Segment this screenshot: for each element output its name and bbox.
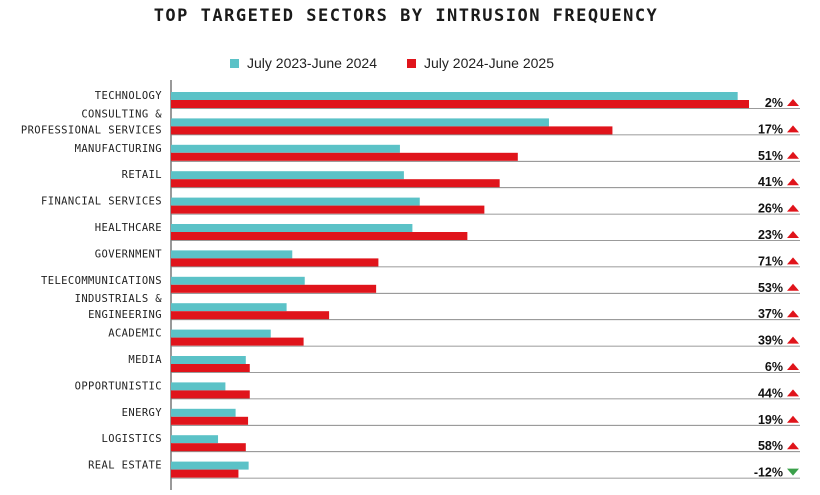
category-label: INDUSTRIALS & ENGINEERING (75, 293, 163, 321)
change-label: 58% (758, 439, 783, 453)
bar-series-1 (171, 329, 271, 338)
arrow-down-icon (787, 468, 799, 476)
change-label: 23% (758, 228, 783, 242)
arrow-up-icon (787, 310, 799, 318)
bar-series-2 (171, 311, 330, 320)
legend-swatch-series-2 (407, 58, 416, 68)
bar-series-1 (171, 356, 246, 364)
change-label: 26% (758, 202, 783, 216)
bar-series-1 (171, 92, 738, 100)
bar-series-1 (171, 461, 249, 470)
bar-series-2 (171, 416, 249, 425)
category-label: REAL ESTATE (88, 460, 162, 472)
bar-series-1 (171, 118, 549, 127)
legend-item-series-2: July 2024-June 2025 (407, 55, 554, 71)
bar-series-2 (171, 364, 250, 372)
bar-series-2 (171, 469, 239, 478)
change-label: 19% (758, 413, 783, 427)
bar-series-2 (171, 100, 749, 108)
change-label: 71% (758, 254, 783, 268)
change-label: 37% (758, 307, 783, 321)
category-label: HEALTHCARE (95, 222, 162, 234)
category-label: CONSULTING & PROFESSIONAL SERVICES (21, 108, 162, 136)
bar-series-2 (171, 390, 250, 399)
bar-series-1 (171, 250, 293, 259)
category-label: TECHNOLOGY (95, 90, 162, 102)
bar-series-2 (171, 284, 377, 293)
bar-series-1 (171, 382, 226, 391)
arrow-up-icon (787, 415, 799, 423)
bar-series-1 (171, 408, 236, 417)
bar-series-2 (171, 232, 468, 240)
change-label: 51% (758, 149, 783, 163)
change-label: 6% (765, 360, 783, 374)
category-label: GOVERNMENT (95, 248, 162, 260)
legend-label-series-2: July 2024-June 2025 (424, 55, 554, 71)
arrow-up-icon (787, 389, 799, 397)
arrow-up-icon (787, 151, 799, 159)
arrow-up-icon (787, 178, 799, 186)
arrow-up-icon (787, 231, 799, 238)
bar-series-2 (171, 337, 304, 346)
legend-label-series-1: July 2023-June 2024 (247, 55, 377, 71)
arrow-up-icon (787, 363, 799, 370)
category-label: MEDIA (128, 354, 162, 366)
legend-item-series-1: July 2023-June 2024 (230, 55, 377, 71)
arrow-up-icon (787, 99, 799, 106)
legend-swatch-series-1 (230, 58, 239, 68)
bar-series-1 (171, 171, 404, 180)
bar-series-1 (171, 435, 219, 444)
bar-series-1 (171, 224, 413, 232)
arrow-up-icon (787, 442, 799, 450)
change-label: 41% (758, 175, 783, 189)
bar-series-2 (171, 126, 613, 135)
category-label: RETAIL (122, 169, 162, 181)
change-label: 44% (758, 386, 783, 400)
bar-series-2 (171, 205, 485, 214)
change-label: 17% (758, 122, 783, 136)
bar-series-2 (171, 179, 500, 188)
change-label: -12% (754, 466, 783, 480)
change-label: 2% (765, 96, 783, 110)
bar-series-2 (171, 443, 246, 452)
arrow-up-icon (787, 336, 799, 344)
category-label: TELECOMMUNICATIONS (41, 275, 162, 287)
change-label: 53% (758, 281, 783, 295)
arrow-up-icon (787, 257, 799, 265)
legend: July 2023-June 2024 July 2024-June 2025 (230, 55, 554, 71)
arrow-up-icon (787, 204, 799, 212)
bar-series-1 (171, 276, 305, 285)
arrow-up-icon (787, 283, 799, 291)
chart-title: TOP TARGETED SECTORS BY INTRUSION FREQUE… (153, 6, 659, 26)
arrow-up-icon (787, 125, 799, 133)
category-label: MANUFACTURING (75, 143, 162, 155)
bar-series-1 (171, 144, 400, 153)
bar-series-2 (171, 258, 379, 267)
bar-series-1 (171, 303, 287, 312)
bar-series-2 (171, 152, 518, 161)
category-label: ENERGY (122, 407, 163, 419)
category-label: ACADEMIC (108, 328, 162, 340)
category-label: LOGISTICS (102, 433, 163, 445)
category-label: OPPORTUNISTIC (75, 380, 162, 392)
category-label: FINANCIAL SERVICES (41, 196, 162, 208)
bar-series-1 (171, 197, 420, 206)
change-label: 39% (758, 334, 783, 348)
